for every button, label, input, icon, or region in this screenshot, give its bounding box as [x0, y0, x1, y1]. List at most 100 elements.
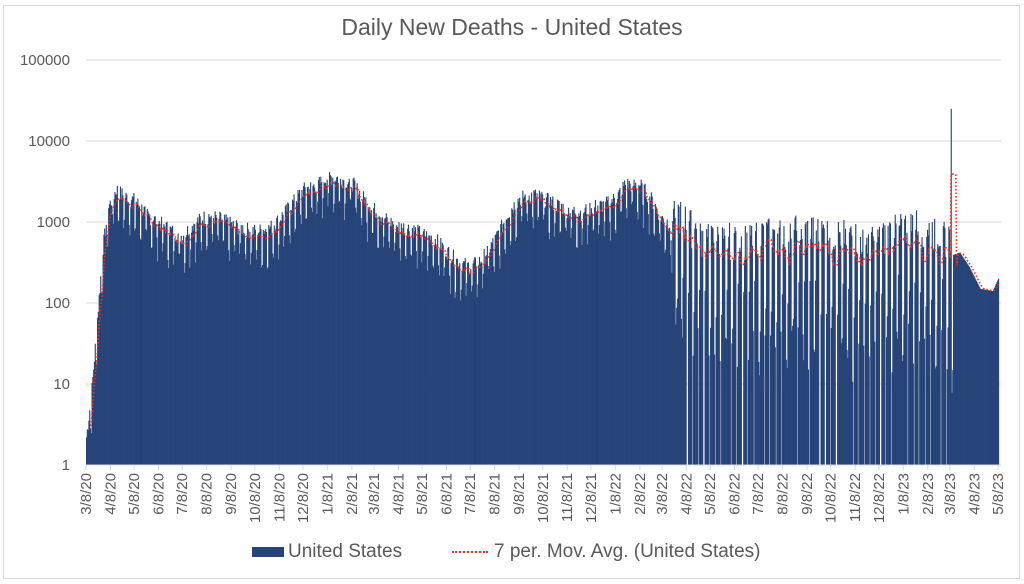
- bar: [855, 252, 858, 465]
- bar: [904, 219, 906, 465]
- bar: [113, 199, 115, 465]
- bar: [772, 228, 774, 465]
- bar: [276, 215, 279, 465]
- bar: [97, 317, 99, 465]
- bar: [163, 224, 165, 465]
- bar: [388, 241, 390, 465]
- bar: [651, 196, 653, 465]
- bar: [370, 213, 372, 465]
- bar: [448, 275, 451, 465]
- x-tick-label: 1/8/22: [607, 473, 624, 515]
- bar: [723, 228, 725, 465]
- bar: [569, 213, 571, 465]
- bar: [500, 219, 503, 465]
- bar: [508, 218, 510, 465]
- bar: [246, 222, 249, 465]
- bar: [571, 227, 573, 465]
- bar: [933, 250, 935, 465]
- bar: [747, 359, 750, 465]
- bar: [810, 238, 812, 465]
- bar: [504, 254, 507, 465]
- bar: [592, 230, 594, 465]
- bar: [757, 254, 759, 465]
- bar: [652, 208, 654, 465]
- bar: [971, 273, 974, 465]
- bar: [470, 268, 472, 465]
- bar: [385, 218, 387, 465]
- bar: [387, 222, 389, 465]
- bar: [164, 233, 167, 465]
- bar: [409, 236, 411, 465]
- bar: [557, 200, 559, 466]
- bar: [493, 271, 496, 465]
- bar: [777, 233, 779, 465]
- bar: [147, 211, 149, 465]
- bar: [225, 214, 227, 465]
- bar: [966, 263, 968, 465]
- x-tick-label: 10/8/21: [535, 473, 552, 523]
- bar: [915, 210, 918, 465]
- bar: [425, 237, 427, 465]
- bar: [894, 214, 896, 465]
- bar: [432, 265, 434, 465]
- bar: [543, 214, 545, 465]
- bar: [822, 224, 824, 465]
- bar: [287, 203, 290, 466]
- bar: [358, 194, 360, 465]
- bar: [893, 246, 895, 465]
- bar: [389, 225, 391, 465]
- bar: [489, 248, 492, 465]
- bar: [243, 233, 245, 465]
- bar: [870, 232, 873, 465]
- bar: [148, 213, 150, 465]
- bar: [674, 217, 676, 465]
- bar: [251, 235, 253, 465]
- bar: [545, 206, 547, 466]
- bar: [891, 372, 893, 465]
- bar: [127, 202, 129, 466]
- bar: [386, 217, 388, 465]
- bar: [413, 225, 415, 465]
- bar: [149, 225, 152, 465]
- bar: [232, 221, 234, 465]
- bar: [167, 260, 169, 465]
- bar: [316, 214, 318, 465]
- bar: [443, 276, 445, 465]
- bar: [539, 193, 541, 465]
- bar: [676, 298, 679, 465]
- bar: [718, 253, 720, 465]
- bar: [565, 230, 567, 465]
- y-tick-label: 10000: [28, 133, 70, 150]
- bar: [408, 231, 410, 465]
- bar: [100, 276, 102, 465]
- bar: [598, 233, 600, 465]
- bar: [284, 235, 286, 465]
- bar: [579, 215, 581, 465]
- bar: [814, 351, 816, 465]
- bar: [917, 231, 919, 465]
- bar: [908, 323, 910, 465]
- bar: [796, 230, 798, 465]
- bar: [561, 214, 563, 465]
- bar: [948, 226, 950, 465]
- bar: [537, 220, 539, 465]
- bar: [264, 231, 266, 465]
- bar: [192, 230, 194, 465]
- bar: [239, 253, 241, 465]
- bar: [882, 223, 884, 465]
- bar: [787, 303, 789, 465]
- bar: [560, 231, 562, 465]
- bar: [759, 331, 761, 465]
- bar: [224, 220, 226, 465]
- bar: [185, 237, 187, 465]
- x-tick-label: 4/8/20: [103, 473, 120, 515]
- bar: [896, 331, 898, 465]
- bar: [311, 211, 313, 465]
- bar: [817, 218, 819, 465]
- bar: [594, 207, 596, 465]
- bar: [282, 214, 284, 465]
- x-tick-label: 12/8/20: [295, 473, 312, 523]
- bar: [773, 230, 775, 465]
- bar: [544, 207, 546, 465]
- bar: [862, 229, 864, 465]
